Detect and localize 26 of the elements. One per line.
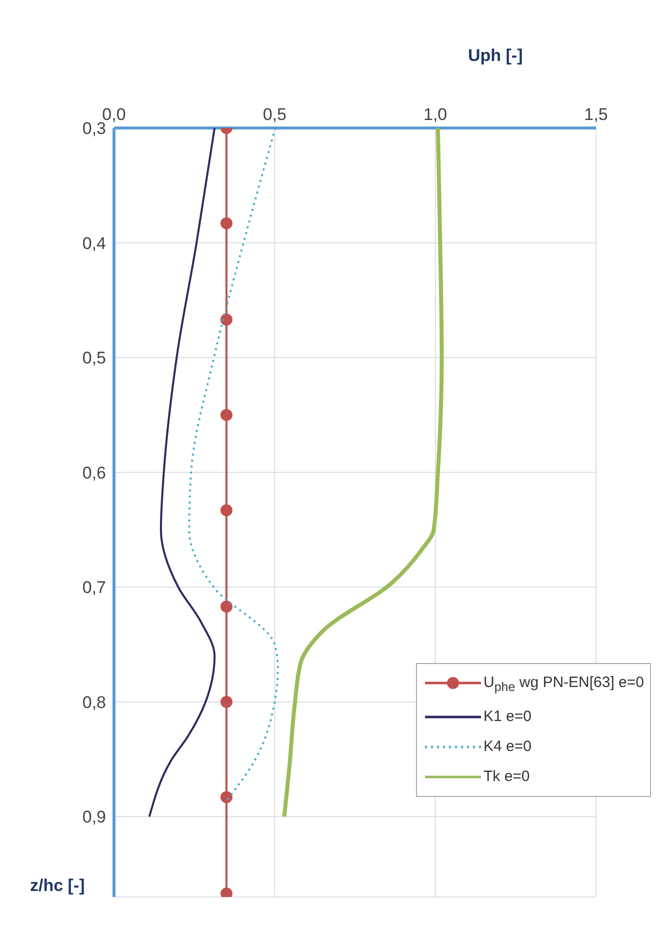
y-tick-label: 0,8 <box>82 692 106 712</box>
y-tick-label: 0,7 <box>82 578 106 598</box>
line-series <box>148 128 216 818</box>
point <box>220 696 232 708</box>
point <box>220 408 232 421</box>
x-tick-label: 1,0 <box>424 105 448 124</box>
point <box>220 217 232 230</box>
y-tick-label: 0,5 <box>82 348 106 368</box>
y-tick-label: 0,4 <box>82 234 106 253</box>
point <box>220 791 232 804</box>
y-axis-title: z/hc [-] <box>30 876 85 896</box>
y-tick-label: 0,3 <box>82 119 106 138</box>
x-axis-title: Uph [-] <box>468 46 523 66</box>
point <box>220 314 232 326</box>
x-tick-label: 1,5 <box>584 105 608 124</box>
legend-label: K1 e=0 <box>483 708 532 725</box>
legend-label: K4 e=0 <box>483 738 532 755</box>
point <box>220 504 232 516</box>
y-tick-label: 0,6 <box>82 463 106 482</box>
line-series <box>282 128 444 819</box>
point <box>220 600 232 613</box>
legend-label: U$_{phe}$ wg PN-EN[63] e=0 <box>483 674 644 694</box>
x-tick-label: 0,5 <box>262 105 286 124</box>
y-tick-label: 0,9 <box>82 808 106 827</box>
line-series <box>188 128 279 802</box>
legend-label: Tk e=0 <box>483 768 530 785</box>
